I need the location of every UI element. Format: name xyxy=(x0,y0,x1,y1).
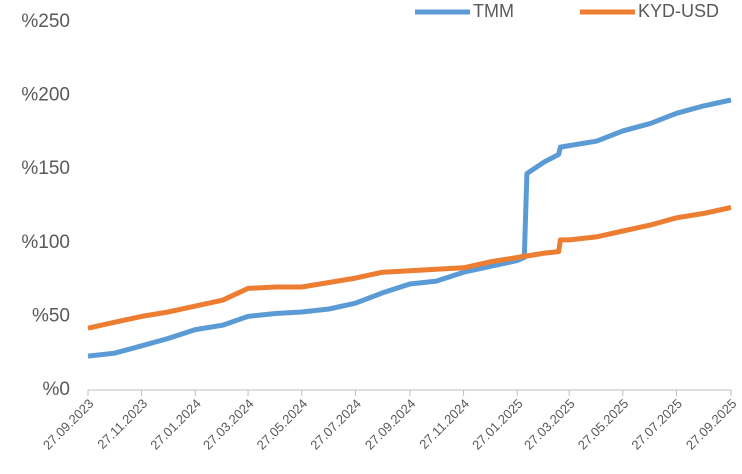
x-tick-label: 27.09.2025 xyxy=(683,396,740,453)
legend-label: TMM xyxy=(473,1,514,21)
x-tick-label: 27.05.2024 xyxy=(254,396,311,453)
y-tick-label: %150 xyxy=(21,158,70,179)
x-tick-label: 27.07.2025 xyxy=(628,396,685,453)
x-tick-label: 27.03.2024 xyxy=(200,396,257,453)
series-line xyxy=(87,97,732,359)
x-tick-label: 27.11.2023 xyxy=(94,396,150,452)
legend-label: KYD-USD xyxy=(638,1,719,21)
series-line xyxy=(87,205,732,331)
y-tick-label: %100 xyxy=(21,232,70,253)
x-tick-label: 27.07.2024 xyxy=(307,396,364,453)
x-tick-label: 27.01.2024 xyxy=(147,396,204,453)
x-tick-label: 27.03.2025 xyxy=(521,396,578,453)
x-tick-label: 27.05.2025 xyxy=(575,396,632,453)
y-tick-label: %250 xyxy=(21,11,70,32)
y-tick-label: %50 xyxy=(32,305,70,326)
x-tick-label: 27.11.2024 xyxy=(416,396,472,452)
y-tick-label: %200 xyxy=(21,85,70,106)
x-tick-label: 27.09.2023 xyxy=(40,396,97,453)
x-tick-label: 27.09.2024 xyxy=(362,396,419,453)
x-tick-label: 27.01.2025 xyxy=(469,396,526,453)
y-tick-label: %0 xyxy=(43,379,70,400)
